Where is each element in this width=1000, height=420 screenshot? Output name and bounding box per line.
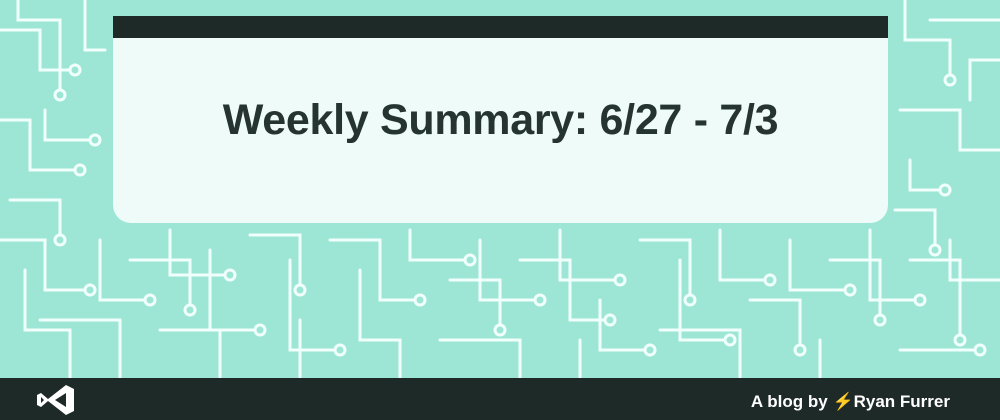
footer-bar: A blog by ⚡Ryan Furrer	[0, 378, 1000, 420]
circuit-board-background	[0, 0, 1000, 378]
title-card: Weekly Summary: 6/27 - 7/3	[113, 16, 888, 223]
author-name: Ryan Furrer	[853, 392, 950, 411]
byline-prefix: A blog by	[750, 392, 828, 411]
lightning-bolt-icon: ⚡	[832, 392, 854, 411]
title-card-header-bar	[113, 16, 888, 38]
page-title: Weekly Summary: 6/27 - 7/3	[222, 96, 779, 144]
vscode-logo-icon	[37, 385, 74, 415]
byline: A blog by ⚡Ryan Furrer	[751, 392, 950, 412]
